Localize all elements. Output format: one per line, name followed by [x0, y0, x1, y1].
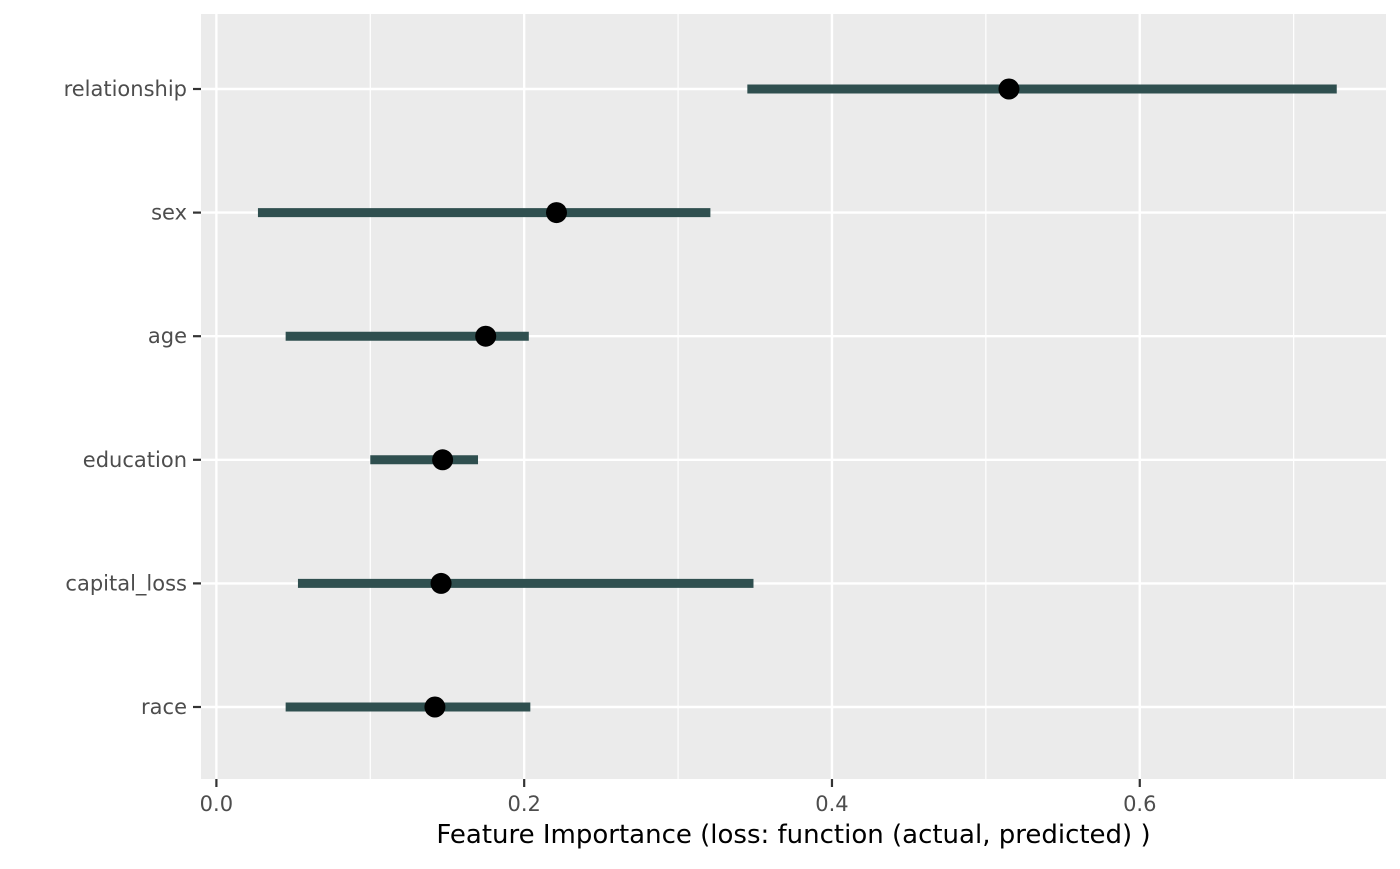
median-point-relationship: [998, 78, 1020, 100]
interval-bars: [257, 84, 1337, 712]
x-axis: 0.0 0.2 0.4 0.6: [200, 779, 1156, 816]
y-tick-label: age: [148, 324, 187, 348]
x-axis-title: Feature Importance (loss: function (actu…: [436, 820, 1150, 850]
x-tick-label: 0.4: [815, 792, 848, 816]
y-tick-label: capital_loss: [65, 571, 187, 596]
minor-gridlines: [369, 14, 1295, 779]
y-tick-label: race: [141, 695, 187, 719]
y-tick-label: sex: [151, 201, 187, 225]
median-points: [424, 78, 1020, 718]
x-tick-label: 0.6: [1123, 792, 1156, 816]
median-point-race: [424, 696, 446, 718]
median-point-education: [432, 449, 454, 471]
median-point-age: [475, 325, 497, 347]
x-tick-label: 0.0: [200, 792, 233, 816]
median-point-sex: [546, 202, 567, 224]
y-axis: relationship sex age education capital_lossr…: [64, 77, 201, 719]
y-tick-label: relationship: [64, 77, 187, 101]
y-tick-label: education: [83, 448, 187, 472]
x-tick-label: 0.2: [507, 792, 540, 816]
median-point-capital_loss: [430, 572, 452, 594]
plot-panel: [201, 14, 1386, 779]
